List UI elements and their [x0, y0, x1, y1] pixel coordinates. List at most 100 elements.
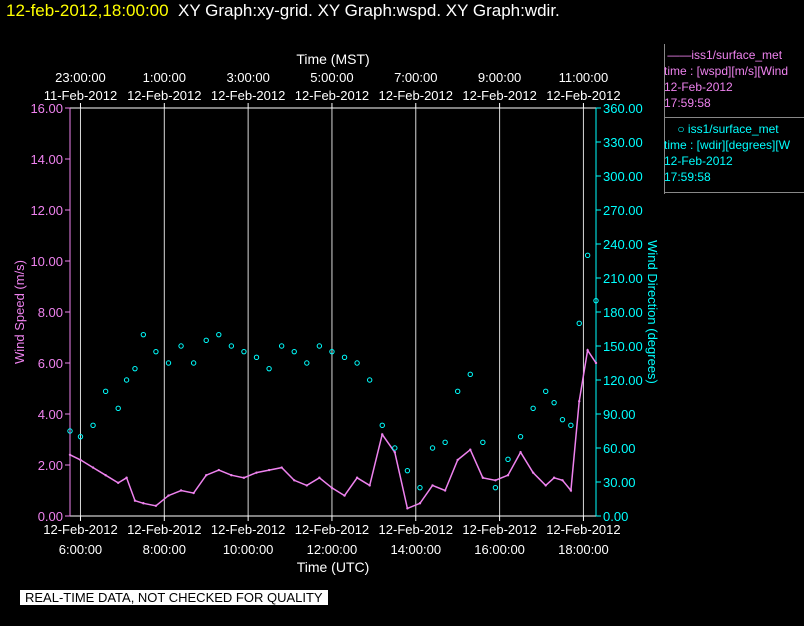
wspd-point	[68, 453, 72, 456]
wspd-series-line	[69, 348, 597, 510]
wdir-point	[551, 399, 557, 406]
bottom-tick-time: 18:00:00	[558, 542, 609, 557]
wdir-point	[404, 467, 411, 474]
wspd-point	[133, 499, 137, 502]
wspd-point	[506, 474, 510, 477]
wspd-point	[318, 476, 321, 479]
left-tick-label: 0.00	[38, 509, 63, 524]
top-tick-time: 3:00:00	[226, 70, 269, 85]
legend-wspd-desc: time : [wspd][m/s][Wind	[664, 64, 789, 78]
wspd-point	[469, 448, 472, 451]
top-tick-date: 12-Feb-2012	[462, 88, 536, 103]
right-tick-label: 300.00	[603, 169, 643, 184]
wspd-point	[242, 476, 246, 479]
bottom-tick-time: 14:00:00	[390, 542, 441, 557]
wspd-point	[255, 471, 258, 474]
top-tick-time: 23:00:00	[55, 70, 106, 85]
wdir-point	[467, 371, 473, 378]
bottom-axis-label: Time (UTC)	[297, 559, 370, 575]
top-tick-time: 5:00:00	[310, 70, 353, 85]
bottom-tick-time: 10:00:00	[223, 542, 274, 557]
wdir-point	[543, 388, 549, 395]
legend-wdir-name: iss1/surface_met	[687, 122, 779, 136]
wspd-point	[217, 468, 220, 472]
legend-wspd[interactable]: ——iss1/surface_met time : [wspd][m/s][Wi…	[664, 47, 804, 111]
wdir-point	[228, 343, 235, 349]
wspd-point	[154, 504, 158, 507]
right-tick-label: 180.00	[603, 305, 643, 320]
right-axis-label: Wind Direction (degrees)	[645, 240, 660, 384]
wspd-point	[368, 484, 371, 487]
bottom-tick-date: 12-Feb-2012	[379, 522, 453, 537]
legend-divider	[664, 117, 804, 118]
wspd-point	[406, 507, 409, 510]
header-date: 12-feb-2012,18:00:00	[6, 1, 169, 20]
left-tick-label: 4.00	[38, 407, 63, 422]
wspd-point	[552, 476, 556, 479]
wdir-point	[568, 422, 574, 429]
wspd-point	[91, 466, 95, 469]
legend-wdir-desc: time : [wdir][degrees][W	[664, 138, 791, 152]
wdir-point	[341, 354, 348, 361]
wspd-point	[343, 494, 346, 497]
wdir-point	[278, 343, 285, 349]
bottom-tick-date: 12-Feb-2012	[546, 522, 620, 537]
wdir-point	[140, 331, 147, 338]
wdir-point	[266, 365, 272, 372]
left-tick-label: 2.00	[38, 458, 63, 473]
wdir-point	[480, 439, 486, 446]
bottom-tick-date: 12-Feb-2012	[295, 522, 369, 537]
wdir-point	[429, 445, 436, 451]
top-tick-date: 11-Feb-2012	[44, 88, 117, 103]
wdir-point	[517, 433, 524, 440]
wspd-point	[443, 489, 447, 492]
wdir-point	[132, 365, 138, 372]
wspd-point	[230, 474, 233, 477]
wspd-point	[116, 481, 120, 485]
wdir-point	[253, 354, 260, 361]
top-tick-date: 12-Feb-2012	[295, 88, 369, 103]
wspd-point	[179, 489, 183, 492]
wdir-point	[354, 360, 360, 366]
right-tick-label: 0.00	[603, 509, 628, 524]
wdir-point	[576, 320, 582, 327]
bottom-tick-date: 12-Feb-2012	[462, 522, 536, 537]
wspd-point	[431, 484, 434, 487]
wdir-point	[559, 416, 566, 423]
wdir-point	[291, 348, 297, 355]
top-tick-time: 9:00:00	[478, 70, 521, 85]
wdir-point	[379, 422, 385, 429]
wspd-point	[305, 484, 309, 487]
header-graphs: XY Graph:xy-grid. XY Graph:wspd. XY Grap…	[178, 1, 560, 20]
top-tick-date: 12-Feb-2012	[379, 88, 453, 103]
top-tick-date: 12-Feb-2012	[211, 88, 285, 103]
bottom-tick-time: 8:00:00	[143, 542, 186, 557]
wspd-point	[418, 502, 422, 505]
wdir-point	[492, 484, 499, 491]
left-tick-label: 14.00	[30, 152, 63, 167]
wdir-point	[304, 360, 310, 366]
wdir-point	[165, 360, 172, 366]
right-tick-label: 330.00	[603, 135, 643, 150]
right-tick-label: 150.00	[603, 339, 643, 354]
wspd-point	[544, 484, 547, 487]
bottom-tick-time: 16:00:00	[474, 542, 525, 557]
wdir-point	[442, 439, 448, 446]
legend-divider	[664, 192, 804, 193]
wdir-point	[584, 252, 591, 259]
wspd-point	[192, 491, 195, 495]
right-tick-label: 240.00	[603, 237, 643, 252]
wspd-point	[481, 476, 485, 479]
wspd-point	[205, 474, 208, 477]
left-tick-label: 12.00	[30, 203, 63, 218]
wspd-point	[381, 433, 384, 436]
left-tick-label: 8.00	[38, 305, 63, 320]
wdir-point	[417, 484, 423, 491]
wdir-point	[454, 388, 461, 395]
wspd-point	[586, 349, 589, 352]
right-tick-label: 270.00	[603, 203, 643, 218]
legend-wdir[interactable]: ○ iss1/surface_met time : [wdir][degrees…	[664, 121, 804, 185]
wspd-point	[142, 502, 145, 505]
left-axis-label: Wind Speed (m/s)	[12, 260, 27, 364]
top-tick-date: 12-Feb-2012	[546, 88, 620, 103]
